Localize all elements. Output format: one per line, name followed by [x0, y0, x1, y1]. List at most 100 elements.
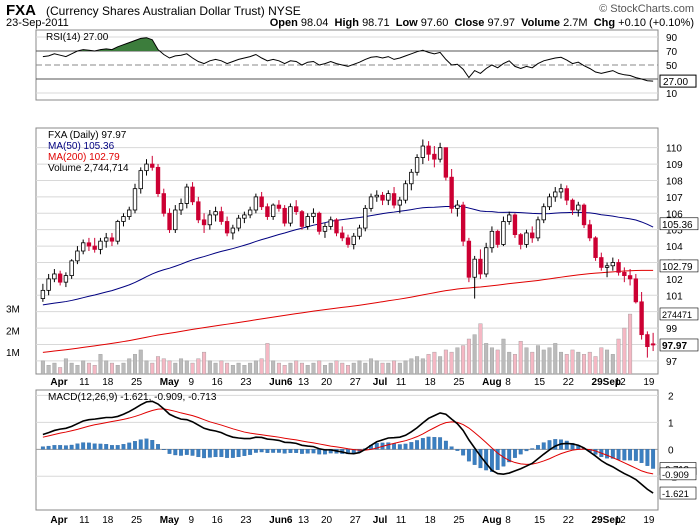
volume-bar — [559, 351, 563, 375]
volume-bar — [541, 349, 546, 375]
macd-histogram-bar — [225, 449, 230, 458]
ma50-legend: MA(50) 105.36 — [48, 141, 115, 152]
macd-histogram-bar — [127, 442, 132, 450]
last-close-badge — [659, 338, 699, 352]
macd-histogram-bar — [536, 445, 540, 450]
volume-bar — [282, 365, 287, 375]
volume-bar — [576, 351, 581, 375]
candle-body — [242, 214, 247, 219]
volume-bar — [374, 360, 379, 375]
volume-bar — [478, 323, 483, 375]
candle-body — [495, 230, 500, 245]
rsi-tick-label: 90 — [666, 33, 678, 44]
volume-bar — [449, 351, 454, 375]
volume-bar — [98, 354, 103, 375]
volume-bar — [587, 351, 592, 375]
volume-bar — [461, 345, 466, 375]
candle-body — [593, 237, 598, 258]
close-value: 97.97 — [487, 17, 515, 29]
candle-body — [173, 209, 178, 231]
macd-histogram-bar — [507, 449, 512, 463]
price-date-label: Jul — [373, 377, 388, 388]
candle-body — [282, 207, 287, 224]
macd-histogram-bar — [219, 449, 224, 458]
volume-bar — [259, 358, 264, 375]
macd-histogram-bar — [386, 442, 391, 450]
price-tick-label: 99 — [666, 324, 678, 335]
price-date-label: Aug — [482, 377, 501, 388]
candle-body — [196, 201, 201, 221]
volume-bar — [392, 360, 397, 375]
candle-body — [633, 278, 639, 303]
macd-date-label: 25 — [131, 515, 143, 526]
macd-histogram-bar — [472, 449, 477, 465]
rsi-legend: RSI(14) 27.00 — [46, 32, 109, 43]
volume-bar — [605, 349, 610, 375]
macd-histogram-bar — [639, 449, 644, 463]
candle-body — [363, 207, 368, 229]
candle-body — [69, 260, 74, 276]
candle-body — [259, 196, 264, 208]
volume-bar — [236, 362, 241, 375]
price-tick-label: 108 — [666, 176, 683, 187]
price-date-label: 19 — [643, 377, 655, 388]
macd-tick-label: 0 — [668, 445, 674, 456]
volume-legend: Volume 2,744,714 — [48, 163, 129, 174]
candle-body — [627, 275, 633, 280]
volume-bar — [369, 358, 374, 375]
volume-bar — [334, 360, 339, 375]
price-date-label: 13 — [298, 377, 310, 388]
volume-bar — [288, 362, 293, 375]
volume-bar — [161, 358, 166, 375]
macd-date-label: 11 — [396, 515, 407, 526]
last-close-label: 97.97 — [662, 341, 687, 352]
volume-bar — [196, 358, 201, 375]
macd-date-label: 9 — [189, 515, 195, 526]
volume-bar — [69, 362, 74, 375]
chg-value: +0.10 (+0.10%) — [618, 17, 694, 29]
candle-body — [294, 206, 299, 213]
candle-body — [535, 219, 541, 239]
ma200-legend: MA(200) 102.79 — [48, 152, 120, 163]
candle-body — [501, 221, 506, 245]
candle-body — [46, 278, 51, 291]
price-date-label: 16 — [212, 377, 224, 388]
macd-signal-last-label: -0.909 — [662, 470, 689, 481]
macd-histogram-bar — [541, 442, 546, 450]
volume-bar — [121, 362, 126, 375]
volume-bar — [294, 360, 299, 375]
volume-bar — [570, 349, 575, 375]
macd-histogram-bar — [98, 443, 103, 450]
candle-body — [357, 227, 362, 237]
volume-bar — [150, 362, 155, 375]
candle-body — [201, 219, 207, 226]
macd-histogram-bar — [374, 442, 379, 450]
volume-bar — [599, 347, 604, 375]
volume-bar — [138, 349, 143, 375]
macd-histogram-bar — [570, 442, 575, 450]
volume-bar — [156, 356, 161, 375]
macd-histogram-bar — [518, 449, 523, 455]
macd-histogram-bar — [443, 440, 448, 450]
macd-histogram-bar — [259, 449, 264, 453]
candle-body — [374, 194, 379, 198]
high-label: High — [334, 17, 359, 29]
macd-histogram-bar — [300, 449, 304, 454]
volume-bar — [225, 362, 230, 375]
price-date-label: 11 — [79, 377, 90, 388]
volume-bar — [265, 343, 270, 375]
candle-body — [472, 258, 477, 278]
macd-histogram-bar — [461, 449, 466, 456]
volume-bar — [484, 343, 489, 375]
volume-bar — [271, 360, 276, 375]
macd-line — [42, 400, 654, 494]
macd-histogram-bar — [52, 445, 57, 450]
volume-tick-label: 1M — [6, 348, 20, 359]
candle-body — [650, 343, 656, 346]
candle-body — [230, 227, 236, 234]
candle-body — [541, 206, 546, 221]
candle-body — [236, 217, 241, 229]
candle-body — [645, 334, 650, 348]
macd-date-label: Jul — [373, 515, 388, 526]
